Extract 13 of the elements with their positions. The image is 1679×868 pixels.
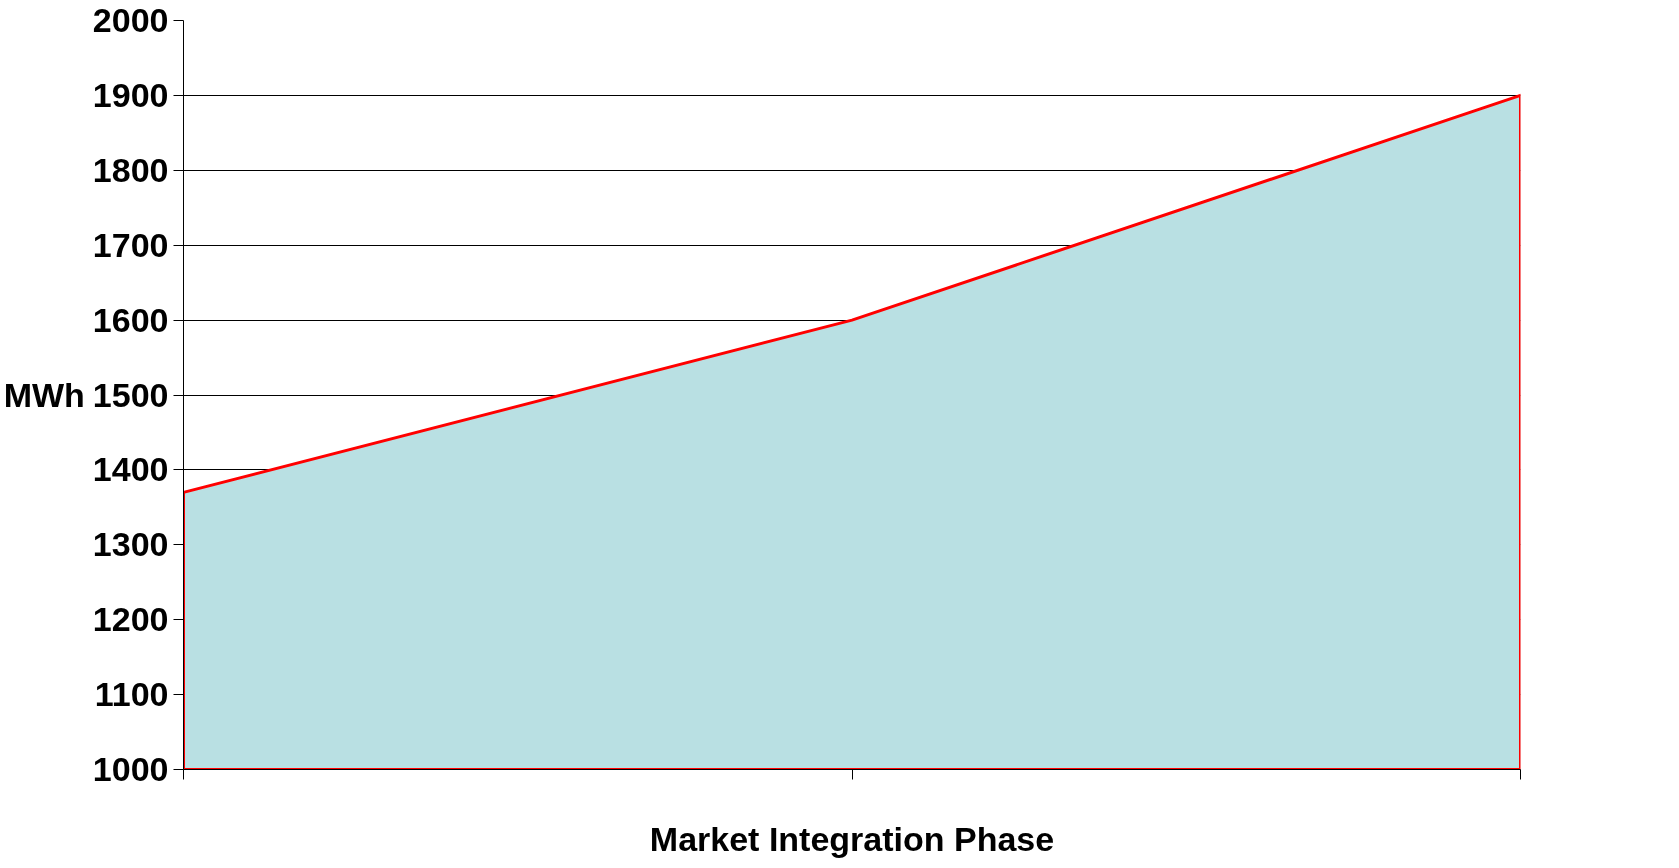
y-tick-label: 1200: [92, 600, 169, 639]
y-tick-label: 1600: [92, 300, 169, 339]
y-tick-label: 1300: [92, 525, 169, 564]
y-axis-title: MWh: [3, 376, 85, 414]
y-tick-label: 1500: [92, 375, 169, 414]
y-tick-label: 1400: [92, 450, 169, 489]
y-tick-label: 1900: [92, 75, 169, 114]
y-tick-label: 2000: [92, 1, 169, 39]
y-tick-label: 1000: [92, 750, 169, 788]
y-tick-label: 1100: [94, 675, 169, 714]
y-tick-label: 1800: [92, 150, 169, 189]
x-axis-title: Market Integration Phase: [649, 819, 1055, 858]
y-tick-label: 1700: [92, 225, 169, 264]
